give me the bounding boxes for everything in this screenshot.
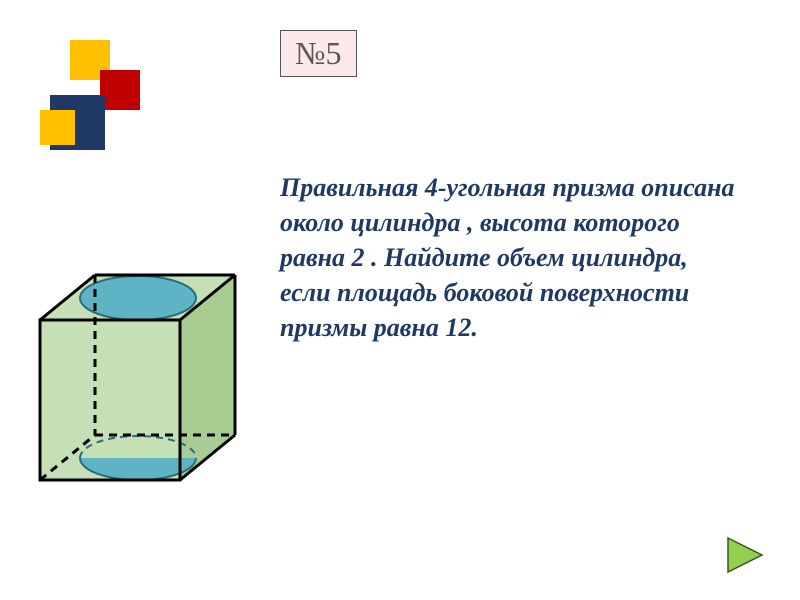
prism-diagram [20,260,250,520]
corner-decoration [40,40,170,160]
prism-front-face [40,320,180,480]
problem-content: Правильная 4-угольная призма описана око… [280,173,735,342]
arrow-right-icon [720,530,770,580]
next-button[interactable] [720,530,770,580]
deco-sq-4 [40,110,75,145]
prism-svg [20,260,250,520]
problem-statement: Правильная 4-угольная призма описана око… [280,170,740,345]
deco-sq-2 [100,70,140,110]
problem-number-box: №5 [280,30,357,77]
problem-number-label: №5 [295,35,342,71]
decoration-svg [40,40,170,160]
cylinder-top-ellipse [80,276,196,320]
